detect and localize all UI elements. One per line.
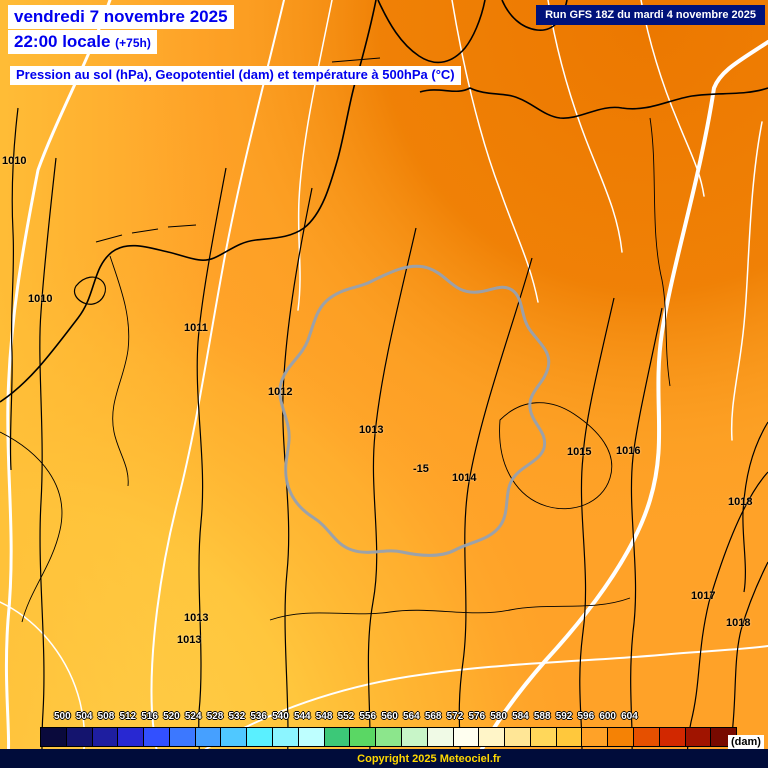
legend-value: 564 xyxy=(403,711,420,722)
legend-value: 548 xyxy=(315,711,333,722)
forecast-time: 22:00 locale (+75h) xyxy=(8,30,157,54)
forecast-date-text: vendredi 7 novembre 2025 xyxy=(14,7,228,26)
legend-color-cell xyxy=(555,727,583,747)
legend-value: 528 xyxy=(206,711,224,722)
legend-color-cell xyxy=(246,727,274,747)
legend-value: 560 xyxy=(381,711,398,722)
legend-value: 576 xyxy=(468,711,486,722)
legend-color-cell xyxy=(65,727,93,747)
legend-value: 600 xyxy=(599,711,616,722)
legend-color-cell xyxy=(529,727,557,747)
legend-value: 552 xyxy=(337,711,355,722)
legend-value: 520 xyxy=(163,711,180,722)
legend-value: 572 xyxy=(446,711,464,722)
legend-value: 512 xyxy=(119,711,137,722)
legend-value: 596 xyxy=(577,711,595,722)
legend-color-cell xyxy=(658,727,686,747)
legend-color-cell xyxy=(91,727,119,747)
legend-value: 544 xyxy=(293,711,311,722)
legend-colorbar xyxy=(40,727,738,747)
legend-color-cell xyxy=(272,727,299,747)
legend-value: 592 xyxy=(555,711,573,722)
layer-subtitle-text: Pression au sol (hPa), Geopotentiel (dam… xyxy=(16,67,455,82)
forecast-time-text: 22:00 locale xyxy=(14,32,111,51)
legend-value: 584 xyxy=(512,711,529,722)
legend-color-cell xyxy=(323,727,351,747)
legend-value: 540 xyxy=(272,711,289,722)
layer-subtitle: Pression au sol (hPa), Geopotentiel (dam… xyxy=(10,66,461,85)
legend-color-cell xyxy=(632,727,660,747)
legend-color-cell xyxy=(478,727,506,747)
legend-color-cell xyxy=(168,727,196,747)
copyright-text: Copyright 2025 Meteociel.fr xyxy=(357,752,501,765)
legend-color-cell xyxy=(452,727,480,747)
copyright-bar: Copyright 2025 Meteociel.fr xyxy=(0,749,768,768)
legend-color-cell xyxy=(297,727,325,747)
legend-value: 556 xyxy=(359,711,377,722)
legend-value: 568 xyxy=(424,711,442,722)
legend-color-cell xyxy=(607,727,634,747)
legend-color-cell xyxy=(504,727,531,747)
legend-color-cell xyxy=(581,727,609,747)
country-borders xyxy=(0,57,671,623)
germany-border-outline xyxy=(278,264,551,557)
legend-value: 524 xyxy=(184,711,202,722)
run-info: Run GFS 18Z du mardi 4 novembre 2025 xyxy=(536,5,765,25)
forecast-date: vendredi 7 novembre 2025 xyxy=(8,5,234,29)
legend-color-cell xyxy=(117,727,145,747)
legend-color-cell xyxy=(375,727,402,747)
legend-value: 588 xyxy=(533,711,551,722)
forecast-offset: (+75h) xyxy=(115,36,151,50)
legend-value: 604 xyxy=(621,711,638,722)
run-info-text: Run GFS 18Z du mardi 4 novembre 2025 xyxy=(545,9,756,21)
legend-value: 580 xyxy=(490,711,507,722)
legend-color-cell xyxy=(40,727,67,747)
legend-value: 508 xyxy=(97,711,115,722)
legend-value: 504 xyxy=(75,711,93,722)
legend-value: 516 xyxy=(141,711,158,722)
legend-color-cell xyxy=(194,727,222,747)
legend-value: 500 xyxy=(54,711,71,722)
legend-color-cell xyxy=(684,727,712,747)
legend-value: 532 xyxy=(228,711,246,722)
legend-color-cell xyxy=(400,727,428,747)
legend-scale-values: 500 504 508 512 516 520 524 528 532 536 540 544 548 5… xyxy=(54,711,638,722)
legend-color-cell xyxy=(349,727,377,747)
legend-color-cell xyxy=(426,727,454,747)
legend-color-cell xyxy=(143,727,170,747)
legend-color-cell xyxy=(220,727,248,747)
legend-value: 536 xyxy=(250,711,267,722)
legend-unit-dam: (dam) xyxy=(728,735,764,749)
